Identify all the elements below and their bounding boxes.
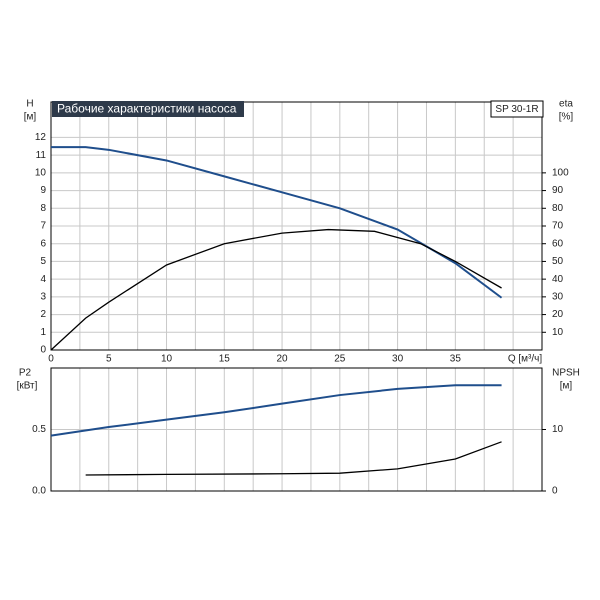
x-tick-label: 20 (276, 354, 288, 365)
y-tick-label: 3 (40, 291, 46, 302)
chart-title: Рабочие характеристики насоса (57, 102, 237, 116)
y-tick-label: 4 (40, 274, 46, 285)
y2-tick-label: 40 (552, 274, 564, 285)
curve (50, 228, 502, 351)
y-tick-label: 12 (35, 132, 47, 143)
plot-frame (50, 367, 543, 492)
model-label: SP 30-1R (495, 104, 538, 115)
y2-label: NPSH (552, 368, 580, 379)
y-unit: [м] (24, 112, 37, 123)
x-label: Q [м³/ч] (508, 354, 543, 365)
y2-tick-label: 20 (552, 309, 564, 320)
y-tick-label: 2 (40, 309, 46, 320)
curve (50, 384, 502, 437)
y-tick-label: 1 (40, 327, 46, 338)
y-tick-label: 8 (40, 203, 46, 214)
x-tick-label: 10 (161, 354, 173, 365)
x-tick-label: 25 (334, 354, 346, 365)
y-tick-label: 5 (40, 256, 46, 267)
y-label: H (26, 99, 33, 110)
y2-tick-label: 60 (552, 238, 564, 249)
title-box (52, 101, 244, 117)
y-tick-label: 0.0 (32, 486, 46, 497)
y-tick-label: 7 (40, 221, 46, 232)
y-tick-label: 11 (36, 150, 47, 161)
y-unit: [кВт] (17, 381, 38, 392)
y2-tick-label: 70 (552, 221, 564, 232)
plot-frame (50, 101, 543, 351)
y2-tick-label: 0 (552, 486, 558, 497)
y-tick-label: 6 (40, 238, 46, 249)
y2-unit: [м] (560, 381, 573, 392)
x-tick-label: 15 (219, 354, 231, 365)
x-tick-label: 5 (106, 354, 112, 365)
curve (85, 441, 502, 476)
y2-tick-label: 10 (552, 424, 564, 435)
x-tick-label: 35 (450, 354, 462, 365)
y2-tick-label: 50 (552, 256, 564, 267)
y2-tick-label: 100 (552, 167, 569, 178)
y-tick-label: 9 (40, 185, 46, 196)
y2-label: eta (559, 99, 573, 110)
y-tick-label: 0.5 (32, 424, 46, 435)
y2-tick-label: 80 (552, 203, 564, 214)
model-box (490, 100, 544, 118)
y-tick-label: 10 (35, 167, 47, 178)
y2-tick-label: 10 (552, 327, 564, 338)
y-label: P2 (19, 368, 32, 379)
y2-unit: [%] (559, 112, 574, 123)
x-tick-label: 30 (392, 354, 404, 365)
y2-tick-label: 90 (552, 185, 564, 196)
y-tick-label: 0 (40, 345, 46, 356)
x-tick-label: 0 (48, 354, 54, 365)
y2-tick-label: 30 (552, 291, 564, 302)
